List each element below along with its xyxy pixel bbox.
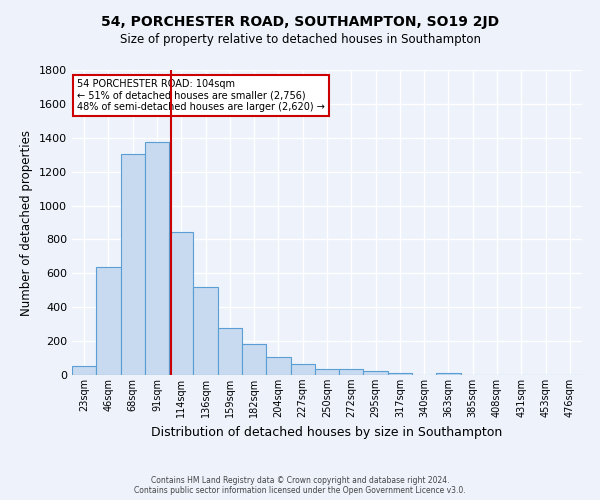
Bar [266,357,290,375]
Text: 54, PORCHESTER ROAD, SOUTHAMPTON, SO19 2JD: 54, PORCHESTER ROAD, SOUTHAMPTON, SO19 2… [101,15,499,29]
Y-axis label: Number of detached properties: Number of detached properties [20,130,34,316]
Bar [364,371,388,375]
Bar [193,287,218,375]
Bar [121,154,145,375]
Bar [145,142,169,375]
Bar [290,364,315,375]
Bar [315,368,339,375]
X-axis label: Distribution of detached houses by size in Southampton: Distribution of detached houses by size … [151,426,503,438]
Bar [96,266,121,375]
Bar [242,344,266,375]
Bar [72,366,96,375]
Text: 54 PORCHESTER ROAD: 104sqm
← 51% of detached houses are smaller (2,756)
48% of s: 54 PORCHESTER ROAD: 104sqm ← 51% of deta… [77,79,325,112]
Bar [169,232,193,375]
Bar [339,369,364,375]
Bar [218,328,242,375]
Bar [388,373,412,375]
Text: Size of property relative to detached houses in Southampton: Size of property relative to detached ho… [119,32,481,46]
Bar [436,374,461,375]
Text: Contains HM Land Registry data © Crown copyright and database right 2024.
Contai: Contains HM Land Registry data © Crown c… [134,476,466,495]
